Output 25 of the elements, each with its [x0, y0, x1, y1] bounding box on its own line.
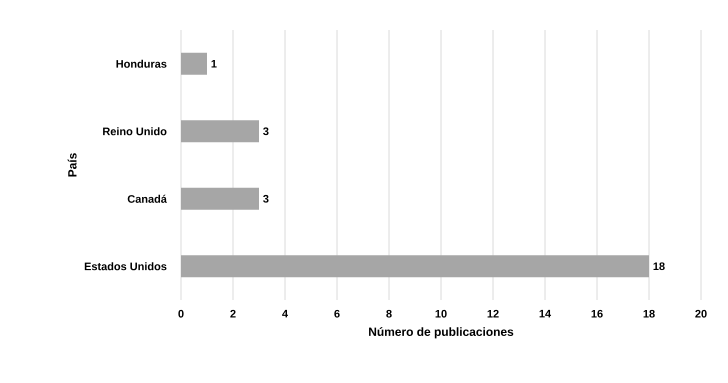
data-label: 3	[263, 194, 269, 203]
bar	[181, 52, 207, 75]
x-tick-label: 14	[540, 310, 552, 318]
y-axis-title: País	[68, 153, 77, 177]
bar	[181, 255, 650, 278]
x-tick-label: 10	[436, 310, 447, 318]
y-tick-label: Reino Unido	[103, 127, 166, 136]
y-tick-label: Estados Unidos	[84, 262, 166, 270]
x-tick-label: 8	[386, 310, 392, 318]
x-tick-label: 0	[178, 310, 184, 318]
bar	[181, 188, 259, 210]
x-tick-label: 16	[592, 310, 603, 318]
data-label: 3	[263, 127, 269, 136]
bar	[181, 120, 259, 142]
y-tick-label: Canadá	[128, 194, 167, 203]
x-tick-label: 2	[230, 310, 236, 318]
data-label: 1	[212, 60, 217, 68]
data-label: 18	[654, 262, 665, 270]
x-axis-title: Número de publicaciones	[369, 327, 514, 338]
x-tick-label: 20	[695, 310, 707, 318]
x-tick-label: 12	[488, 310, 499, 318]
x-tick-label: 6	[334, 310, 340, 318]
y-tick-label: Honduras	[116, 60, 166, 68]
x-tick-label: 4	[282, 310, 288, 318]
x-tick-label: 18	[644, 310, 655, 318]
